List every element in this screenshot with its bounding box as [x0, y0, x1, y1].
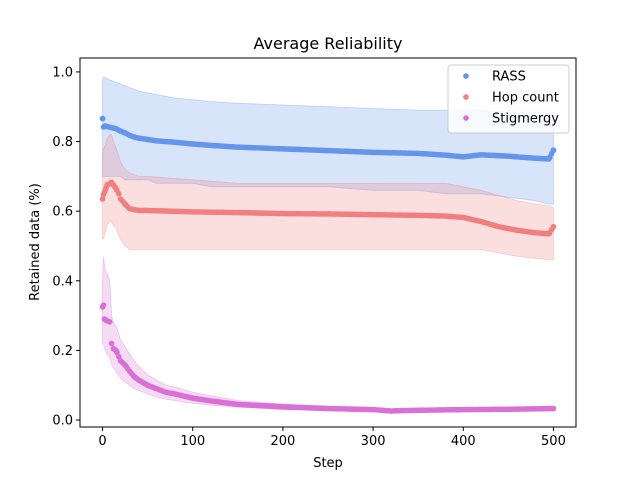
y-tick-label: 0.0: [52, 414, 73, 429]
x-tick-label: 200: [270, 434, 295, 449]
stigmergy-point: [131, 373, 137, 380]
y-tick-label: 0.8: [52, 135, 73, 150]
rass-point: [131, 134, 137, 140]
x-tick-label: 100: [180, 434, 205, 449]
stigmergy-point: [550, 405, 557, 412]
rass-point: [104, 123, 110, 130]
rass-point: [546, 156, 552, 162]
hop-count-legend-marker: [463, 94, 469, 100]
hop-count-point: [546, 231, 552, 237]
rass-series: [99, 115, 557, 162]
x-tick-label: 0: [98, 434, 106, 449]
chart-title: Average Reliability: [254, 34, 403, 53]
rass-legend-marker: [463, 73, 469, 79]
hop-count-point: [100, 191, 107, 198]
y-tick-label: 0.4: [52, 274, 73, 289]
legend-frame: [447, 64, 570, 134]
hop-count-confidence-band: [102, 134, 554, 261]
rass-point: [550, 147, 557, 154]
stigmergy-legend-label: Stigmergy: [492, 112, 559, 127]
rass-confidence-band: [102, 76, 554, 205]
hop-count-point: [550, 224, 557, 230]
hop-count-point: [122, 201, 128, 208]
hop-count-legend-label: Hop count: [492, 91, 559, 106]
hop-count-point: [115, 190, 122, 197]
y-tick-label: 1.0: [52, 65, 73, 80]
x-axis-label: Step: [313, 456, 343, 471]
stigmergy-series: [99, 302, 557, 414]
y-axis-label: Retained data (%): [28, 183, 43, 301]
x-axis: 0 100 200 300 400 500: [98, 427, 566, 449]
x-tick-label: 400: [451, 434, 476, 449]
rass-legend-label: RASS: [492, 70, 526, 85]
hop-count-point: [102, 187, 109, 194]
legend: RASS Hop count Stigmergy: [447, 64, 570, 134]
hop-count-point: [113, 185, 119, 192]
rass-point: [99, 115, 106, 122]
stigmergy-point: [113, 347, 119, 354]
stigmergy-point: [108, 340, 115, 347]
rass-point: [113, 125, 119, 132]
stigmergy-legend-marker: [463, 115, 469, 121]
stigmergy-point: [122, 362, 128, 368]
rass-point: [122, 130, 128, 136]
x-tick-label: 300: [361, 434, 386, 449]
hop-count-point: [104, 182, 110, 188]
y-axis: 0.0 0.2 0.4 0.6 0.8 1.0: [52, 65, 80, 429]
hop-count-series: [99, 179, 557, 237]
y-tick-label: 0.2: [52, 344, 73, 359]
hop-count-point: [99, 196, 106, 202]
data-points: [99, 115, 557, 414]
confidence-bands: [102, 76, 554, 414]
x-tick-label: 500: [541, 434, 566, 449]
stigmergy-point: [104, 318, 110, 324]
y-tick-label: 0.6: [52, 205, 73, 220]
stigmergy-point: [115, 353, 122, 360]
stigmergy-point: [100, 302, 107, 308]
plot-frame: [79, 57, 577, 428]
